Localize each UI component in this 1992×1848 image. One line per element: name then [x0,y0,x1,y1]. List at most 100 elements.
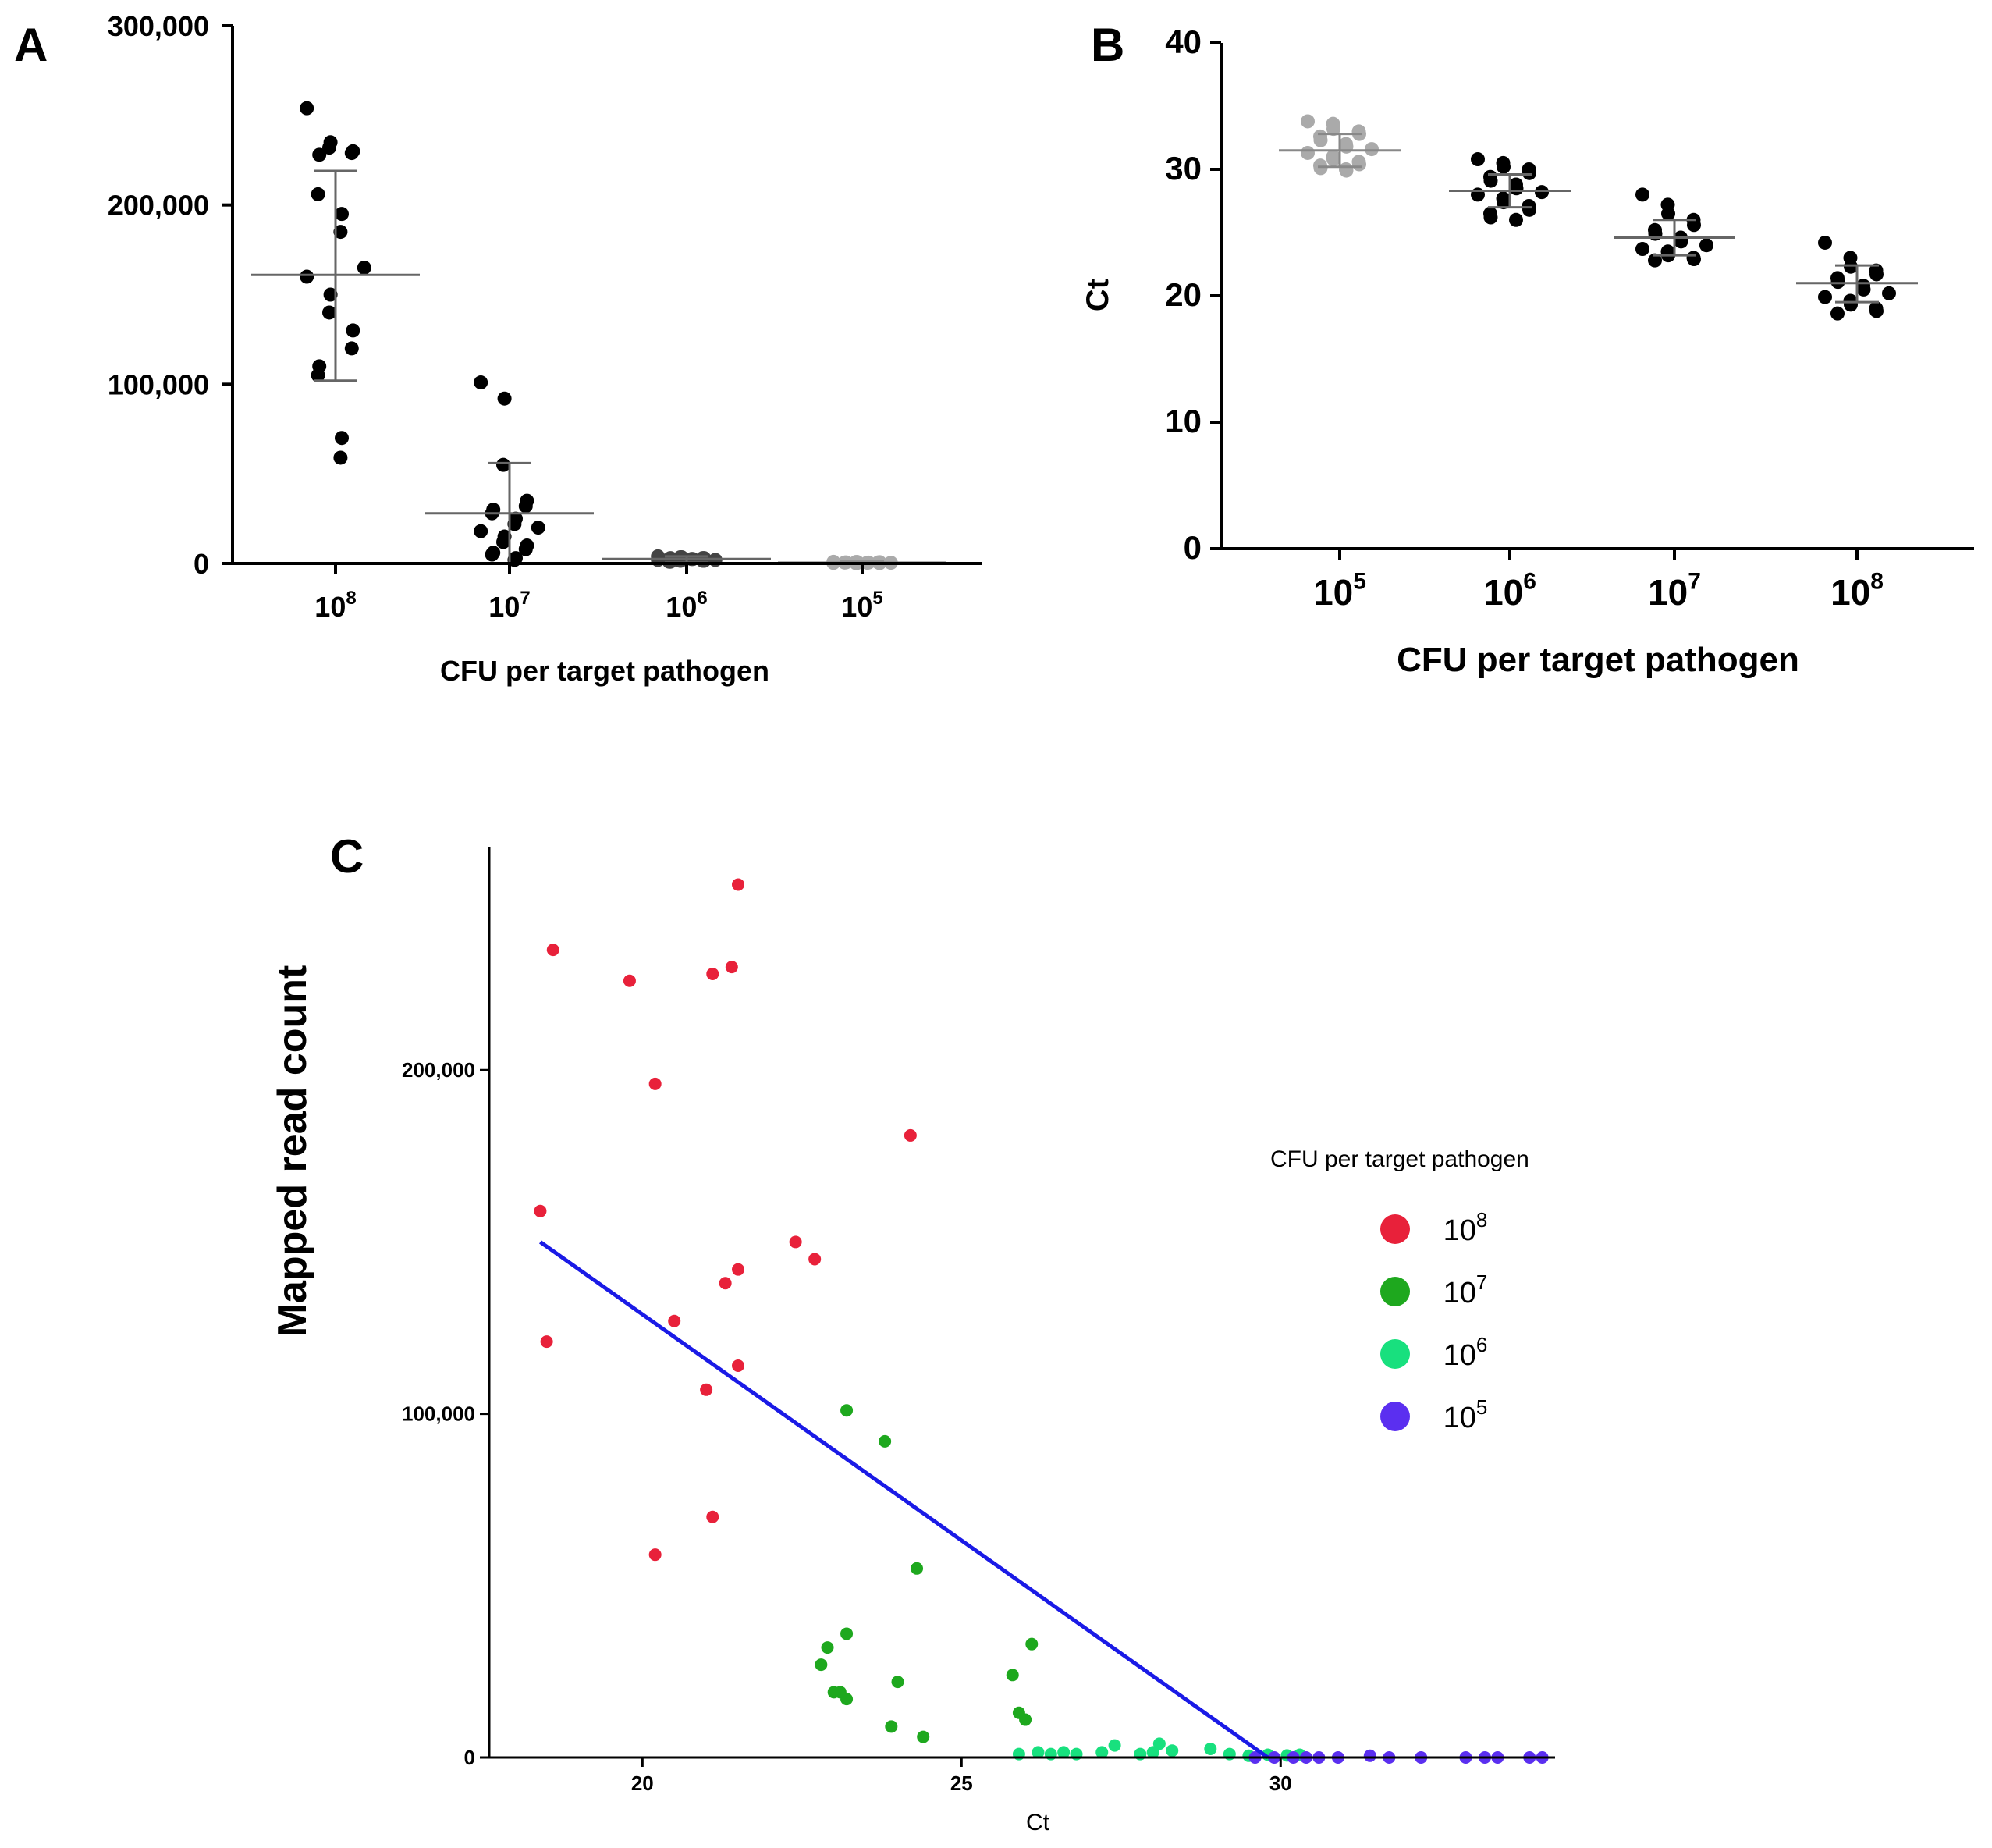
data-point [1818,235,1832,250]
data-point [911,1562,924,1575]
data-point [518,542,533,556]
x-tick-label: 108 [1830,568,1884,613]
data-point [1869,267,1884,282]
data-point [840,1693,854,1706]
panel-a-y-ticks: 0 100,000 200,000 300,000 [108,10,233,580]
data-point [706,967,719,980]
panel-b-y-label: Ct [1081,279,1115,311]
data-point [623,974,636,987]
data-point [1699,238,1713,253]
data-point [1471,152,1485,167]
data-point [1509,181,1524,196]
data-point [344,146,359,161]
data-point [1535,185,1549,200]
panel-c: C 0 100,000 200,000 20 25 30 Mapped read cou… [270,830,1555,1836]
data-point [507,517,522,531]
panel-b-x-label: CFU per target pathogen [1397,641,1799,679]
data-point [917,1730,930,1743]
y-tick-label: 200,000 [108,190,209,222]
y-tick-label: 100,000 [108,368,209,400]
data-point [1313,161,1328,176]
data-point [312,147,327,162]
data-point [1497,195,1511,210]
y-tick-label: 0 [464,1746,475,1769]
data-point [885,1720,898,1733]
data-point [1301,145,1315,160]
data-point [879,1434,892,1448]
data-point [1635,187,1649,202]
x-tick-label: 25 [950,1772,973,1795]
legend-swatch [1380,1214,1410,1244]
x-tick-label: 30 [1269,1772,1292,1795]
data-point [335,207,349,222]
data-point [1301,114,1315,129]
data-point [1483,210,1498,225]
data-point [474,375,488,390]
data-point [821,1641,834,1654]
data-point [1830,306,1845,321]
panel-c-y-label: Mapped read count [270,965,315,1338]
legend-label: 108 [1443,1208,1488,1247]
data-point [648,1077,662,1090]
y-tick-label: 0 [1184,529,1202,566]
data-point [815,1658,828,1672]
data-point [1882,286,1896,300]
panel-c-x-ticks: 20 25 30 [631,1757,1292,1795]
panel-b-marks [1279,114,1918,321]
data-point [322,305,336,320]
data-point [1483,173,1498,188]
panel-a: A 0 100,000 200,000 300,000 108 107 106 105 CF… [14,10,982,687]
data-point [1166,1744,1179,1757]
data-point [732,1263,745,1276]
y-tick-label: 30 [1165,150,1202,187]
data-point [1687,218,1701,233]
data-point [1635,242,1649,257]
x-tick-label: 108 [314,588,356,623]
data-point [1204,1742,1217,1755]
panel-c-letter: C [330,830,364,883]
data-point [1006,1669,1019,1682]
y-tick-label: 100,000 [402,1402,475,1426]
data-point [1108,1739,1121,1752]
data-point [311,368,325,382]
y-tick-label: 0 [194,548,209,580]
data-point [322,140,336,155]
data-point [333,225,348,240]
data-point [1844,297,1858,312]
data-point [840,1404,854,1417]
legend-swatch [1380,1339,1410,1369]
data-point [904,1128,917,1142]
x-tick-label: 20 [631,1772,654,1795]
data-point [648,1548,662,1562]
panel-b-letter: B [1091,19,1124,71]
data-point [1019,1713,1032,1726]
data-point [1522,165,1536,180]
panel-c-marks [534,878,1549,1764]
data-point [357,261,371,275]
data-point [1352,157,1366,172]
data-point [546,944,559,957]
data-point [534,1204,547,1217]
data-point [474,524,488,538]
legend-label: 106 [1443,1333,1488,1372]
panel-a-x-label: CFU per target pathogen [440,655,769,687]
data-point [300,269,314,284]
x-tick-label: 106 [666,588,707,623]
data-point [323,287,338,302]
data-point [518,499,533,514]
data-point [344,341,359,356]
data-point [1648,253,1662,268]
legend-label: 107 [1443,1270,1488,1310]
panel-a-marks [251,101,946,570]
data-point [496,535,510,549]
x-tick-label: 105 [1313,568,1366,613]
data-point [1869,304,1884,318]
data-point [1057,1746,1071,1759]
data-point [531,521,545,535]
data-point [840,1627,854,1640]
panel-b: B 0 10 20 30 40 105 106 107 108 Ct CFU per targ… [1081,19,1974,679]
x-tick-label: 107 [488,588,530,623]
data-point [1365,142,1379,157]
data-point [700,1383,713,1396]
